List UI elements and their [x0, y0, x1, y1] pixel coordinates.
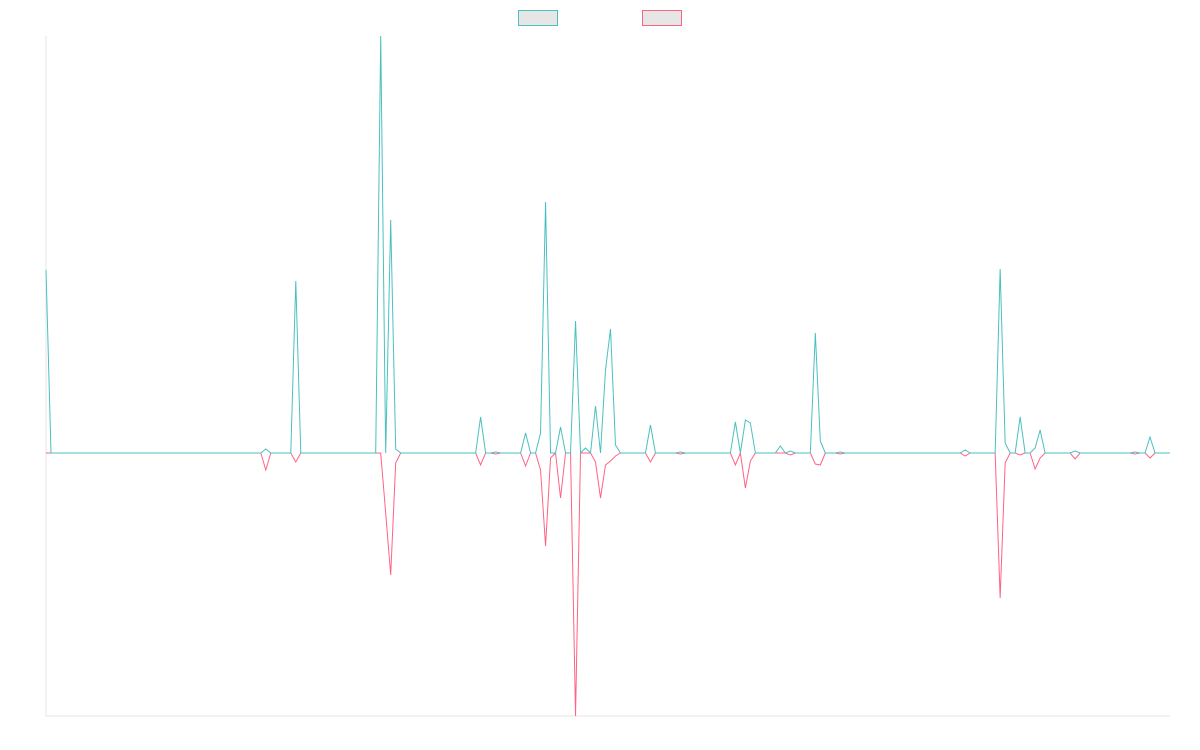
legend-swatch: [518, 10, 558, 26]
legend-swatch: [642, 10, 682, 26]
series-line: [45, 35, 1170, 455]
series-line: [46, 451, 1170, 717]
